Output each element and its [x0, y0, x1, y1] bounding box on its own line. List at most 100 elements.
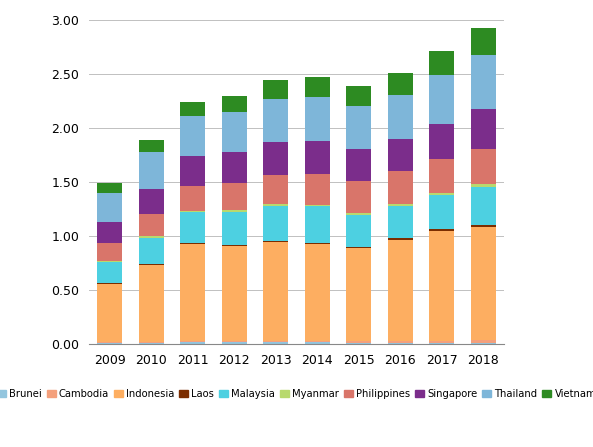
- Bar: [429, 229, 454, 231]
- Bar: [429, 195, 454, 229]
- Bar: [180, 243, 205, 245]
- Bar: [263, 80, 288, 99]
- Bar: [346, 343, 371, 344]
- Bar: [263, 175, 288, 204]
- Bar: [388, 139, 413, 171]
- Bar: [180, 186, 205, 211]
- Bar: [429, 75, 454, 124]
- Bar: [222, 211, 247, 212]
- Bar: [222, 341, 247, 342]
- Bar: [471, 28, 496, 55]
- Bar: [139, 139, 164, 152]
- Bar: [180, 116, 205, 156]
- Bar: [180, 102, 205, 116]
- Bar: [471, 55, 496, 109]
- Bar: [97, 283, 122, 342]
- Bar: [97, 222, 122, 243]
- Bar: [222, 152, 247, 183]
- Bar: [139, 265, 164, 342]
- Bar: [180, 212, 205, 243]
- Bar: [222, 183, 247, 211]
- Bar: [471, 340, 496, 343]
- Bar: [346, 181, 371, 213]
- Bar: [222, 113, 247, 152]
- Bar: [388, 95, 413, 139]
- Bar: [263, 142, 288, 175]
- Bar: [471, 109, 496, 148]
- Bar: [471, 343, 496, 344]
- Bar: [346, 106, 371, 149]
- Bar: [305, 207, 330, 243]
- Bar: [97, 261, 122, 262]
- Bar: [222, 212, 247, 245]
- Bar: [346, 341, 371, 343]
- Bar: [429, 231, 454, 341]
- Bar: [305, 341, 330, 342]
- Bar: [305, 342, 330, 344]
- Bar: [139, 342, 164, 343]
- Bar: [305, 205, 330, 207]
- Bar: [180, 245, 205, 341]
- Bar: [180, 211, 205, 212]
- Bar: [139, 215, 164, 236]
- Bar: [388, 73, 413, 95]
- Bar: [471, 148, 496, 184]
- Bar: [263, 240, 288, 242]
- Bar: [346, 149, 371, 181]
- Bar: [429, 341, 454, 343]
- Bar: [180, 341, 205, 342]
- Bar: [305, 243, 330, 244]
- Bar: [139, 237, 164, 264]
- Bar: [305, 141, 330, 174]
- Bar: [139, 152, 164, 189]
- Bar: [139, 343, 164, 344]
- Bar: [305, 97, 330, 141]
- Bar: [346, 85, 371, 106]
- Bar: [429, 51, 454, 75]
- Bar: [346, 248, 371, 341]
- Legend: Brunei, Cambodia, Indonesia, Laos, Malaysia, Myanmar, Philippines, Singapore, Th: Brunei, Cambodia, Indonesia, Laos, Malay…: [0, 385, 593, 403]
- Bar: [388, 343, 413, 344]
- Bar: [180, 342, 205, 344]
- Bar: [429, 159, 454, 193]
- Bar: [222, 246, 247, 341]
- Bar: [305, 76, 330, 97]
- Bar: [97, 243, 122, 261]
- Bar: [263, 206, 288, 240]
- Bar: [429, 193, 454, 195]
- Bar: [222, 96, 247, 113]
- Bar: [388, 204, 413, 207]
- Bar: [388, 239, 413, 240]
- Bar: [346, 213, 371, 215]
- Bar: [388, 171, 413, 204]
- Bar: [222, 342, 247, 344]
- Bar: [97, 183, 122, 194]
- Bar: [139, 264, 164, 265]
- Bar: [471, 228, 496, 340]
- Bar: [97, 343, 122, 344]
- Bar: [305, 174, 330, 205]
- Bar: [263, 242, 288, 341]
- Bar: [97, 342, 122, 343]
- Bar: [263, 341, 288, 342]
- Bar: [180, 156, 205, 186]
- Bar: [429, 343, 454, 344]
- Bar: [429, 124, 454, 159]
- Bar: [263, 99, 288, 142]
- Bar: [388, 341, 413, 343]
- Bar: [346, 247, 371, 248]
- Bar: [346, 215, 371, 247]
- Bar: [471, 184, 496, 187]
- Bar: [139, 189, 164, 215]
- Bar: [263, 204, 288, 206]
- Bar: [97, 194, 122, 222]
- Bar: [139, 236, 164, 237]
- Bar: [263, 342, 288, 344]
- Bar: [97, 262, 122, 283]
- Bar: [222, 245, 247, 246]
- Bar: [388, 240, 413, 341]
- Bar: [305, 244, 330, 341]
- Bar: [471, 187, 496, 225]
- Bar: [388, 207, 413, 239]
- Bar: [471, 225, 496, 228]
